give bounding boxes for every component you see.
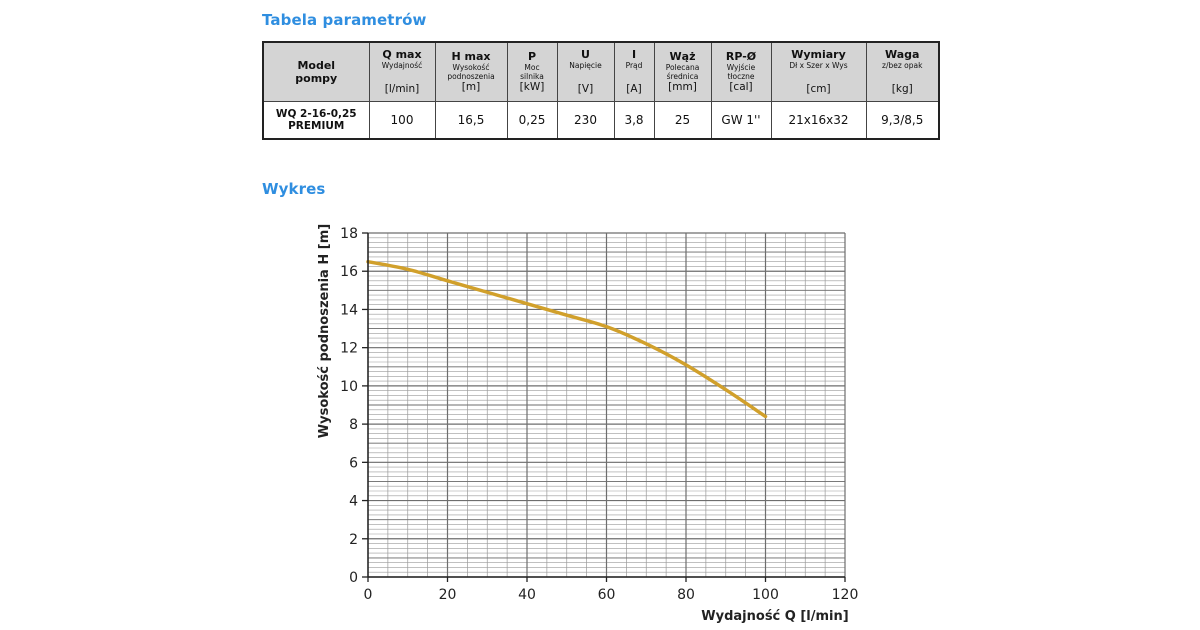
header-dimensions-desc: Dł x Szer x Wys (789, 61, 848, 70)
header-weight-unit: [kg] (891, 83, 913, 95)
header-hose: Wąż Polecana średnica [mm] (653, 41, 712, 102)
header-power-symbol: P (527, 50, 537, 63)
y-tick-label: 0 (349, 570, 358, 586)
cell-model: WQ 2-16-0,25 PREMIUM (262, 101, 370, 140)
table-section-title: Tabela parametrów (262, 11, 427, 29)
header-voltage-desc: Napięcie (569, 61, 602, 70)
header-model: Model pompy (262, 41, 370, 102)
table-row: WQ 2-16-0,25 PREMIUM 100 16,5 0,25 230 3… (262, 101, 940, 140)
y-tick-label: 14 (340, 302, 358, 318)
header-voltage: U Napięcie [V] (556, 41, 615, 102)
header-model-line1: Model (297, 59, 336, 72)
x-axis-label: Wydajność Q [l/min] (701, 609, 848, 624)
cell-model-line2: PREMIUM (288, 120, 345, 132)
y-tick-labels: 0 2 4 6 8 10 12 14 16 18 (340, 226, 358, 586)
header-voltage-symbol: U (581, 48, 590, 61)
curves (366, 259, 768, 419)
y-tick-label: 10 (340, 379, 358, 395)
x-tick-label: 20 (439, 587, 457, 603)
cell-power: 0,25 (506, 101, 558, 140)
header-dimensions-unit: [cm] (806, 83, 831, 95)
cell-dimensions: 21x16x32 (770, 101, 867, 140)
x-tick-label: 80 (677, 587, 695, 603)
header-current-unit: [A] (626, 83, 642, 95)
cell-current: 3,8 (613, 101, 655, 140)
header-hose-desc2: średnica (666, 72, 699, 81)
header-outlet-desc1: Wyjście (726, 63, 756, 72)
header-power-desc2: silnika (520, 72, 544, 81)
table-header-row: Model pompy Q max Wydajność [l/min] H ma… (262, 41, 940, 102)
header-qmax-unit: [l/min] (384, 83, 420, 95)
header-hmax-desc2: podnoszenia (447, 72, 495, 81)
y-tick-label: 8 (349, 417, 358, 433)
header-power-desc1: Moc (524, 63, 540, 72)
y-tick-label: 16 (340, 264, 358, 280)
header-current-symbol: I (631, 48, 637, 61)
x-tick-label: 60 (598, 587, 616, 603)
y-axis-label: Wysokość podnoszenia H [m] (317, 224, 332, 438)
x-tick-label: 40 (518, 587, 536, 603)
chart-section-title: Wykres (262, 180, 326, 198)
header-current-desc: Prąd (625, 61, 643, 70)
cell-weight: 9,3/8,5 (865, 101, 940, 140)
header-qmax-symbol: Q max (382, 48, 422, 61)
header-weight-desc: z/bez opak (882, 61, 923, 70)
x-tick-label: 120 (832, 587, 859, 603)
cell-outlet: GW 1'' (710, 101, 772, 140)
header-hose-desc1: Polecana (665, 63, 700, 72)
cell-hose: 25 (653, 101, 712, 140)
grid-major (367, 232, 846, 578)
header-hose-unit: [mm] (668, 81, 697, 93)
y-tick-label: 18 (340, 226, 358, 242)
header-hose-symbol: Wąż (669, 50, 696, 63)
header-hmax-desc1: Wysokość (452, 63, 490, 72)
y-tick-label: 4 (349, 494, 358, 510)
cell-hmax: 16,5 (434, 101, 508, 140)
axes (362, 232, 846, 582)
header-qmax-desc: Wydajność (381, 61, 423, 70)
y-tick-label: 2 (349, 532, 358, 548)
header-weight: Waga z/bez opak [kg] (865, 41, 940, 102)
header-current: I Prąd [A] (613, 41, 655, 102)
header-outlet-desc2: tłoczne (727, 72, 755, 81)
x-tick-label: 0 (364, 587, 373, 603)
y-tick-label: 12 (340, 341, 358, 357)
header-weight-symbol: Waga (885, 48, 920, 61)
cell-voltage: 230 (556, 101, 615, 140)
header-power: P Moc silnika [kW] (506, 41, 558, 102)
header-outlet: RP-Ø Wyjście tłoczne [cal] (710, 41, 772, 102)
parameters-table: Model pompy Q max Wydajność [l/min] H ma… (262, 41, 940, 140)
header-hmax: H max Wysokość podnoszenia [m] (434, 41, 508, 102)
x-tick-labels: 0 20 40 60 80 100 120 (364, 587, 859, 603)
series-line (366, 259, 768, 419)
header-hmax-unit: [m] (461, 81, 481, 93)
header-outlet-unit: [cal] (729, 81, 753, 93)
header-dimensions-symbol: Wymiary (791, 48, 846, 61)
header-outlet-symbol: RP-Ø (725, 50, 757, 63)
cell-model-line1: WQ 2-16-0,25 (275, 108, 357, 120)
header-voltage-unit: [V] (577, 83, 594, 95)
x-tick-label: 100 (752, 587, 779, 603)
performance-chart: 0 20 40 60 80 100 120 0 2 4 6 8 10 12 14 16 18 Wydajnoś… (317, 224, 859, 624)
header-model-line2: pompy (295, 72, 338, 85)
cell-qmax: 100 (368, 101, 436, 140)
header-dimensions: Wymiary Dł x Szer x Wys [cm] (770, 41, 867, 102)
header-qmax: Q max Wydajność [l/min] (368, 41, 436, 102)
header-power-unit: [kW] (519, 81, 545, 93)
y-tick-label: 6 (349, 455, 358, 471)
header-hmax-symbol: H max (451, 50, 491, 63)
